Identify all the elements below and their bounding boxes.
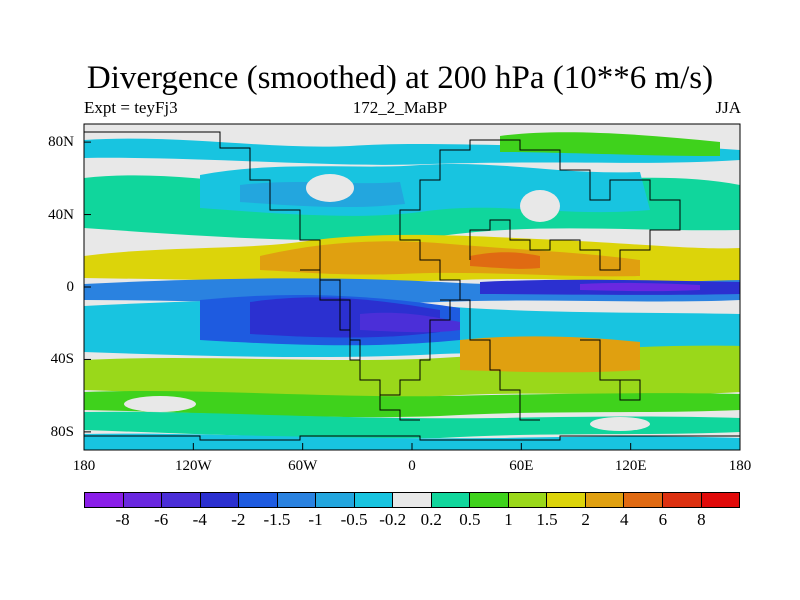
colorbar-segment	[624, 493, 663, 507]
coastline-south-america	[300, 269, 420, 421]
plot-title: Divergence (smoothed) at 200 hPa (10**6 …	[86, 60, 714, 96]
colorbar-segment	[585, 493, 625, 507]
colorbar-segment	[701, 493, 740, 507]
contour-eq-purple	[580, 282, 700, 292]
cb-label: 2	[581, 510, 590, 529]
lon-label-120w: 120W	[174, 458, 212, 474]
contour-nh-white-ring-b	[520, 190, 560, 222]
coastline-australia	[580, 339, 641, 401]
lon-label-60w: 60W	[288, 458, 318, 474]
cb-label: -2	[231, 510, 246, 529]
lat-label-0: 0	[66, 279, 75, 295]
cb-label: -0.2	[379, 510, 407, 529]
contour-arctic-cyan	[84, 138, 740, 165]
cb-label: -0.5	[340, 510, 368, 529]
lon-label-180w: 180	[72, 458, 96, 474]
cb-label: 0.5	[459, 510, 481, 529]
season-label: JJA	[715, 98, 741, 117]
colorbar-segment	[239, 493, 278, 507]
contour-sh-white-patch	[124, 396, 196, 412]
contour-nh-subtropic-orange	[260, 241, 640, 277]
cb-label: 4	[619, 510, 629, 529]
colorbar-segment	[316, 493, 355, 507]
coastline	[84, 131, 681, 396]
experiment-label: Expt = teyFj3	[84, 98, 178, 117]
lon-label-60e: 60E	[509, 458, 534, 474]
lat-label-40n: 40N	[48, 206, 74, 223]
colorbar-segment	[547, 493, 586, 507]
run-id-label: 172_2_MaBP	[352, 98, 448, 117]
lat-label-80n: 80N	[48, 134, 74, 151]
colorbar-segment	[200, 493, 240, 507]
colorbar-segment	[354, 493, 394, 507]
cb-label: 8	[697, 510, 706, 529]
colorbar-segment	[470, 493, 509, 507]
coastline-africa	[440, 299, 540, 421]
cb-label: -1.5	[263, 510, 291, 529]
colorbar-segment	[277, 493, 317, 507]
colorbar-segment	[393, 493, 432, 507]
axis-ticks	[83, 141, 741, 450]
cb-label: 1	[504, 510, 513, 529]
contour-sh-light-green	[84, 411, 740, 439]
contour-sh-green	[84, 391, 740, 418]
lat-label-40s: 40S	[50, 351, 74, 368]
colorbar-segment	[431, 493, 471, 507]
contour-nh-white-ring-a	[306, 174, 354, 202]
colorbar-segment	[123, 493, 163, 507]
lon-label-180e: 180	[728, 458, 752, 474]
colorbar-segment	[508, 493, 548, 507]
cb-label: -8	[115, 510, 130, 529]
cb-label: -6	[154, 510, 169, 529]
cb-label: 6	[658, 510, 668, 529]
lon-label-120e: 120E	[614, 458, 647, 474]
cb-label: -4	[192, 510, 207, 529]
contour-antarctic-cyan	[84, 433, 740, 450]
coastline-antarctica	[84, 435, 740, 441]
divergence-field	[84, 131, 740, 450]
colorbar-segment	[662, 493, 702, 507]
contour-sh-orange	[460, 336, 640, 373]
contour-sh-purple	[360, 312, 460, 333]
colorbar-segment	[85, 493, 124, 507]
cb-label: -1	[308, 510, 323, 529]
lat-label-80s: 80S	[50, 423, 74, 440]
colorbar	[84, 492, 740, 508]
cb-label: 0.2	[420, 510, 442, 529]
cb-label: 1.5	[536, 510, 558, 529]
contour-nh-subtropic-red	[470, 252, 540, 269]
colorbar-segment	[162, 493, 201, 507]
contour-sh-white-patch-b	[590, 417, 650, 431]
lon-label-0: 0	[408, 458, 416, 474]
